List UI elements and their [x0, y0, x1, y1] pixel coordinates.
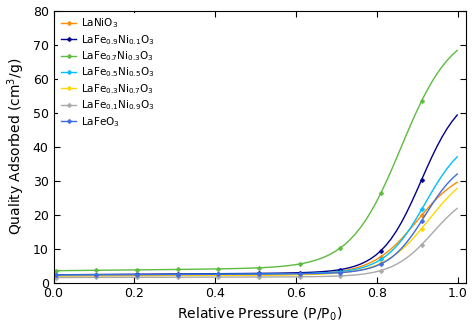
LaFe$_{0.3}$Ni$_{0.7}$O$_3$: [297, 273, 302, 277]
LaFe$_{0.3}$Ni$_{0.7}$O$_3$: [292, 273, 297, 277]
LaFeO$_3$: [292, 272, 297, 276]
LaFeO$_3$: [231, 272, 237, 276]
LaNiO$_3$: [231, 273, 237, 277]
LaFe$_{0.7}$Ni$_{0.3}$O$_3$: [297, 262, 302, 266]
Line: LaFe$_{0.1}$Ni$_{0.9}$O$_3$: LaFe$_{0.1}$Ni$_{0.9}$O$_3$: [54, 207, 459, 279]
LaFeO$_3$: [53, 273, 58, 277]
LaFe$_{0.1}$Ni$_{0.9}$O$_3$: [312, 275, 318, 279]
LaNiO$_3$: [53, 274, 58, 278]
LaFe$_{0.9}$Ni$_{0.1}$O$_3$: [231, 272, 237, 276]
LaFe$_{0.5}$Ni$_{0.5}$O$_3$: [231, 272, 237, 276]
LaFe$_{0.3}$Ni$_{0.7}$O$_3$: [455, 187, 460, 190]
LaFe$_{0.7}$Ni$_{0.3}$O$_3$: [312, 259, 318, 263]
LaFe$_{0.1}$Ni$_{0.9}$O$_3$: [409, 252, 414, 256]
LaFe$_{0.5}$Ni$_{0.5}$O$_3$: [455, 155, 460, 159]
LaFe$_{0.1}$Ni$_{0.9}$O$_3$: [327, 274, 333, 278]
LaNiO$_3$: [297, 272, 302, 276]
LaFe$_{0.3}$Ni$_{0.7}$O$_3$: [327, 272, 333, 276]
LaNiO$_3$: [312, 272, 318, 276]
Y-axis label: Quality Adsorbed (cm$^3$/g): Quality Adsorbed (cm$^3$/g): [6, 58, 27, 235]
X-axis label: Relative Pressure (P/P$_0$): Relative Pressure (P/P$_0$): [177, 306, 342, 323]
Line: LaFe$_{0.5}$Ni$_{0.5}$O$_3$: LaFe$_{0.5}$Ni$_{0.5}$O$_3$: [54, 155, 459, 277]
LaFe$_{0.1}$Ni$_{0.9}$O$_3$: [53, 276, 58, 280]
LaFe$_{0.9}$Ni$_{0.1}$O$_3$: [455, 113, 460, 117]
LaFe$_{0.7}$Ni$_{0.3}$O$_3$: [292, 263, 297, 267]
LaFe$_{0.7}$Ni$_{0.3}$O$_3$: [455, 48, 460, 52]
LaFe$_{0.9}$Ni$_{0.1}$O$_3$: [312, 270, 318, 274]
LaFe$_{0.3}$Ni$_{0.7}$O$_3$: [409, 238, 414, 242]
LaFe$_{0.3}$Ni$_{0.7}$O$_3$: [312, 272, 318, 276]
LaFe$_{0.9}$Ni$_{0.1}$O$_3$: [297, 271, 302, 275]
LaNiO$_3$: [292, 272, 297, 276]
LaFe$_{0.9}$Ni$_{0.1}$O$_3$: [53, 273, 58, 277]
Line: LaFe$_{0.7}$Ni$_{0.3}$O$_3$: LaFe$_{0.7}$Ni$_{0.3}$O$_3$: [54, 49, 459, 272]
LaFe$_{0.9}$Ni$_{0.1}$O$_3$: [409, 200, 414, 204]
LaFe$_{0.9}$Ni$_{0.1}$O$_3$: [292, 271, 297, 275]
LaFe$_{0.5}$Ni$_{0.5}$O$_3$: [312, 271, 318, 275]
LaFe$_{0.5}$Ni$_{0.5}$O$_3$: [327, 270, 333, 274]
LaNiO$_3$: [409, 226, 414, 230]
Line: LaNiO$_3$: LaNiO$_3$: [54, 181, 459, 278]
LaFe$_{0.7}$Ni$_{0.3}$O$_3$: [327, 252, 333, 256]
LaFe$_{0.7}$Ni$_{0.3}$O$_3$: [231, 266, 237, 270]
LaFe$_{0.5}$Ni$_{0.5}$O$_3$: [292, 272, 297, 276]
Line: LaFe$_{0.9}$Ni$_{0.1}$O$_3$: LaFe$_{0.9}$Ni$_{0.1}$O$_3$: [54, 113, 459, 277]
LaFe$_{0.3}$Ni$_{0.7}$O$_3$: [53, 274, 58, 278]
LaNiO$_3$: [327, 270, 333, 274]
LaFeO$_3$: [327, 271, 333, 275]
Line: LaFe$_{0.3}$Ni$_{0.7}$O$_3$: LaFe$_{0.3}$Ni$_{0.7}$O$_3$: [54, 187, 459, 278]
LaFeO$_3$: [455, 172, 460, 176]
LaFeO$_3$: [297, 272, 302, 276]
LaFe$_{0.5}$Ni$_{0.5}$O$_3$: [409, 224, 414, 228]
LaFe$_{0.7}$Ni$_{0.3}$O$_3$: [409, 121, 414, 125]
LaFe$_{0.1}$Ni$_{0.9}$O$_3$: [297, 275, 302, 279]
LaFe$_{0.9}$Ni$_{0.1}$O$_3$: [327, 269, 333, 273]
LaFeO$_3$: [312, 271, 318, 275]
Line: LaFeO$_3$: LaFeO$_3$: [54, 172, 459, 277]
LaFe$_{0.5}$Ni$_{0.5}$O$_3$: [297, 272, 302, 276]
LaFe$_{0.7}$Ni$_{0.3}$O$_3$: [53, 269, 58, 273]
LaFe$_{0.1}$Ni$_{0.9}$O$_3$: [292, 275, 297, 279]
LaFe$_{0.1}$Ni$_{0.9}$O$_3$: [231, 275, 237, 279]
LaFe$_{0.3}$Ni$_{0.7}$O$_3$: [231, 273, 237, 277]
LaFe$_{0.1}$Ni$_{0.9}$O$_3$: [455, 206, 460, 210]
Legend: LaNiO$_3$, LaFe$_{0.9}$Ni$_{0.1}$O$_3$, LaFe$_{0.7}$Ni$_{0.3}$O$_3$, LaFe$_{0.5}: LaNiO$_3$, LaFe$_{0.9}$Ni$_{0.1}$O$_3$, …: [58, 13, 157, 132]
LaNiO$_3$: [455, 180, 460, 184]
LaFe$_{0.5}$Ni$_{0.5}$O$_3$: [53, 273, 58, 277]
LaFeO$_3$: [409, 234, 414, 238]
